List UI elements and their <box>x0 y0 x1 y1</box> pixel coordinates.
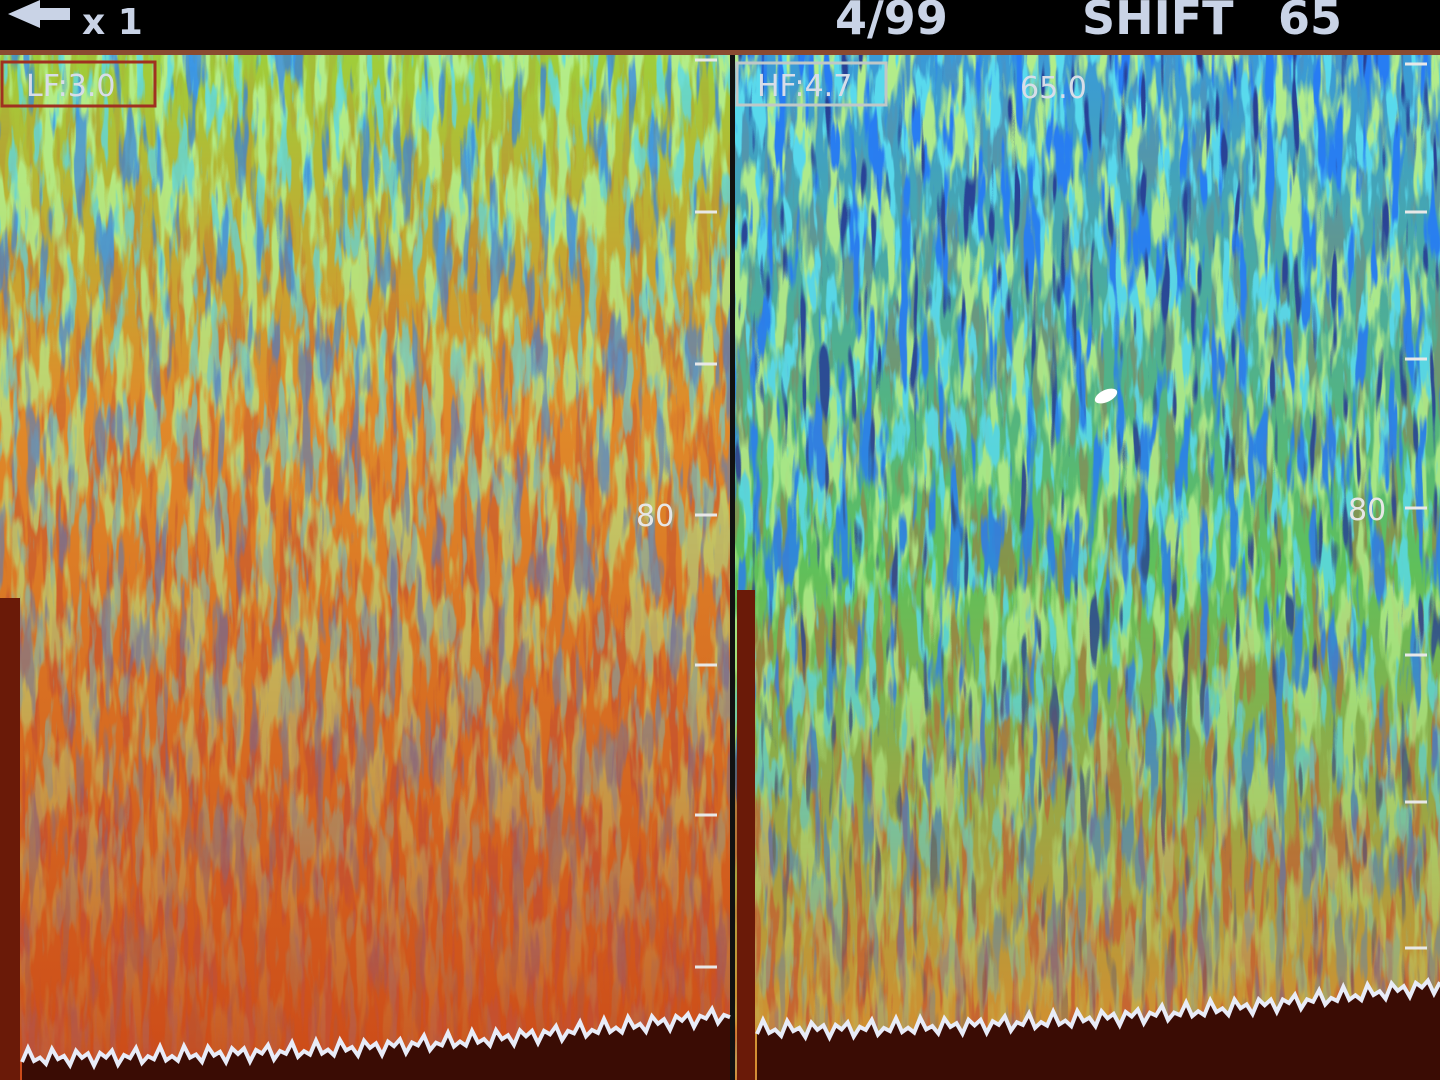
seabed-line <box>20 1004 731 1071</box>
hf-label-box <box>735 61 888 107</box>
lf-echo-blue <box>0 55 730 1080</box>
hf-label: HF:4.7 <box>757 69 852 104</box>
lf-panel: LF:3.0 80 <box>0 55 730 1080</box>
depth-ticks <box>695 58 1427 969</box>
zoom-level: x 1 <box>82 2 143 43</box>
seabed-fill <box>757 980 1440 1080</box>
lf-gain-bar <box>0 598 20 1080</box>
hf-depth-label: 80 <box>1348 493 1386 528</box>
hf-marker: 65.0 <box>1020 71 1087 106</box>
hf-panel: HF:4.7 65.0 80 <box>735 55 1440 1080</box>
lf-depth-label: 80 <box>636 499 674 534</box>
page-counter: 4/99 <box>835 0 948 45</box>
lf-label: LF:3.0 <box>26 69 115 104</box>
back-arrow[interactable] <box>8 0 70 28</box>
top-scale-bar <box>0 50 1440 55</box>
divider <box>730 55 735 1080</box>
shift-value: 65 <box>1278 0 1342 45</box>
cursor <box>1094 388 1118 404</box>
lf-label-box <box>0 60 157 108</box>
hf-echo-navy <box>735 55 1440 1080</box>
seabed <box>20 976 1440 1080</box>
shift-label: SHIFT <box>1082 0 1234 45</box>
hf-gain-bar <box>737 590 755 1080</box>
seabed-line <box>755 976 1440 1043</box>
